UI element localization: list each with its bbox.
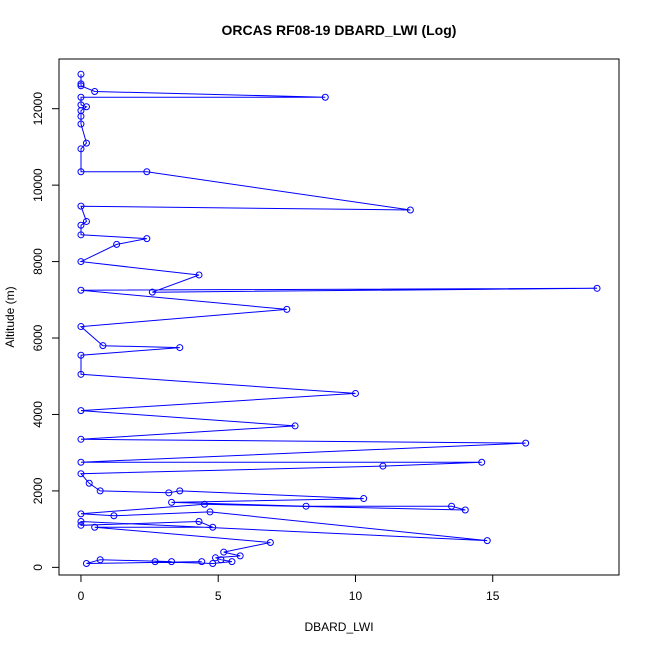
data-point	[96, 487, 104, 495]
data-point	[291, 422, 299, 430]
data-point	[96, 556, 104, 564]
data-point	[82, 139, 90, 147]
data-point	[195, 517, 203, 525]
data-point	[77, 120, 85, 128]
data-point	[77, 221, 85, 229]
x-tick-label: 5	[215, 589, 222, 603]
data-point	[478, 458, 486, 466]
data-point	[77, 370, 85, 378]
data-point	[77, 93, 85, 101]
y-tick-label: 2000	[31, 477, 45, 504]
y-tick-label: 6000	[31, 324, 45, 351]
data-point	[461, 506, 469, 514]
data-point	[77, 435, 85, 443]
data-point	[228, 558, 236, 566]
data-point	[82, 217, 90, 225]
data-point	[77, 323, 85, 331]
x-tick-label: 10	[349, 589, 363, 603]
data-point	[522, 439, 530, 447]
data-point	[206, 508, 214, 516]
data-point	[110, 512, 118, 520]
data-point	[360, 495, 368, 503]
data-point	[77, 470, 85, 478]
data-point	[176, 344, 184, 352]
data-point	[593, 284, 601, 292]
data-point	[113, 240, 121, 248]
data-point	[176, 487, 184, 495]
y-tick-label: 12000	[31, 92, 45, 126]
data-point	[151, 558, 159, 566]
data-point	[195, 271, 203, 279]
data-point	[77, 458, 85, 466]
data-point	[168, 498, 176, 506]
data-point	[209, 560, 217, 568]
data-point	[77, 258, 85, 266]
data-point	[143, 168, 151, 176]
x-axis-label: DBARD_LWI	[304, 620, 373, 634]
data-point	[77, 351, 85, 359]
data-point	[77, 80, 85, 88]
data-point	[77, 510, 85, 518]
data-point	[77, 231, 85, 239]
data-point	[85, 479, 93, 487]
chart-title: ORCAS RF08-19 DBARD_LWI (Log)	[222, 22, 457, 38]
data-point	[77, 70, 85, 78]
data-point	[77, 202, 85, 210]
y-tick-label: 8000	[31, 248, 45, 275]
data-point	[209, 523, 217, 531]
data-point	[483, 537, 491, 545]
data-point	[77, 521, 85, 529]
y-axis: 0 2000 4000 6000 8000 10000 12000	[31, 92, 60, 571]
series-line	[79, 74, 598, 565]
x-tick-label: 15	[486, 589, 500, 603]
data-point	[198, 558, 206, 566]
data-point	[77, 407, 85, 415]
data-point	[220, 548, 228, 556]
y-tick-label: 10000	[31, 168, 45, 202]
y-tick-label: 4000	[31, 401, 45, 428]
data-point	[77, 168, 85, 176]
data-point	[148, 288, 156, 296]
data-point	[351, 389, 359, 397]
data-point	[77, 145, 85, 153]
data-point	[283, 305, 291, 313]
data-point	[143, 235, 151, 243]
data-point	[379, 462, 387, 470]
data-layer	[77, 70, 601, 568]
x-tick-label: 0	[78, 589, 85, 603]
data-point	[266, 539, 274, 547]
data-point	[302, 502, 310, 510]
data-point	[91, 523, 99, 531]
data-point	[165, 489, 173, 497]
data-point	[236, 552, 244, 560]
data-point	[99, 342, 107, 350]
data-point	[77, 112, 85, 120]
data-point	[77, 517, 85, 525]
data-point	[321, 93, 329, 101]
y-tick-label: 0	[31, 564, 45, 571]
data-point	[77, 82, 85, 90]
data-point	[448, 502, 456, 510]
data-point	[168, 558, 176, 566]
data-point	[82, 103, 90, 111]
data-point	[91, 87, 99, 95]
data-point	[406, 206, 414, 214]
x-axis: 0 5 10 15	[78, 574, 500, 603]
y-axis-label: Altitude (m)	[3, 286, 17, 347]
data-point	[77, 286, 85, 294]
data-point	[217, 556, 225, 564]
data-point	[82, 560, 90, 568]
data-point	[200, 500, 208, 508]
